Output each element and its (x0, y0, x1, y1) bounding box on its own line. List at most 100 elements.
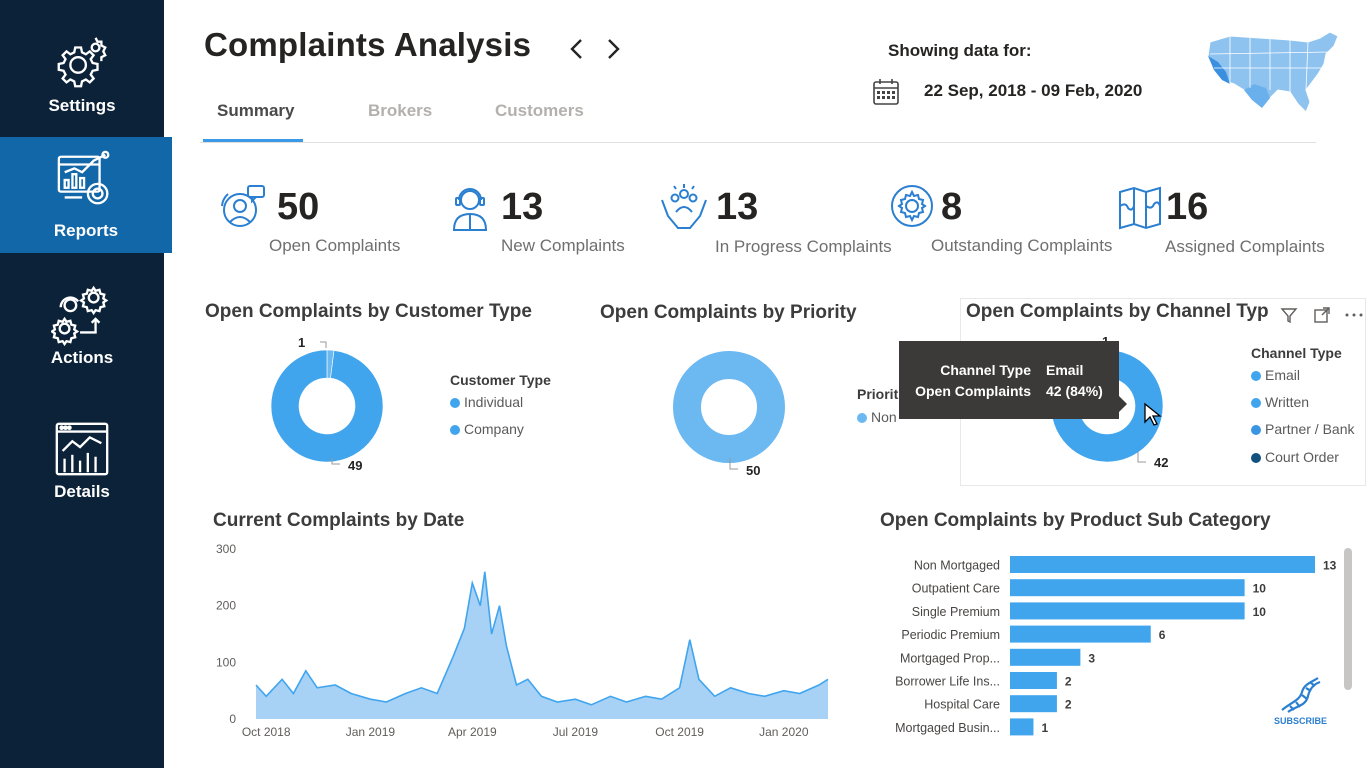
date-range[interactable]: 22 Sep, 2018 - 09 Feb, 2020 (924, 81, 1142, 101)
tooltip-value: 42 (84%) (1046, 383, 1103, 399)
legend-item-email[interactable]: Email (1251, 367, 1300, 383)
bar (1010, 672, 1057, 689)
legend-dot (1251, 371, 1261, 381)
bar-value-label: 2 (1065, 675, 1072, 689)
team-hands-icon (658, 182, 710, 234)
legend-title-priority: Priorit (857, 386, 899, 402)
x-tick-label: Apr 2019 (448, 725, 497, 739)
legend-item-court-order[interactable]: Court Order (1251, 449, 1339, 465)
bar-value-label: 6 (1159, 628, 1166, 642)
legend-label: Email (1265, 367, 1300, 383)
donut-value-non-urgent: 50 (746, 463, 760, 478)
kpi-new-complaints-label: New Complaints (501, 236, 625, 256)
donut-value-email: 42 (1154, 455, 1168, 470)
bar-category-label: Mortgaged Busin... (895, 721, 1000, 735)
nav-item-settings[interactable]: Settings (0, 24, 164, 136)
tab-summary[interactable]: Summary (217, 101, 294, 121)
kpi-outstanding-value: 8 (941, 186, 962, 229)
legend-label: Company (464, 421, 524, 437)
bar-value-label: 10 (1253, 582, 1267, 596)
legend-item-individual[interactable]: Individual (450, 394, 523, 410)
nav-label-details: Details (0, 482, 164, 502)
dna-icon[interactable] (1278, 676, 1322, 714)
bar (1010, 649, 1080, 666)
area-chart-complaints-by-date[interactable]: 0 100 200 300 Oct 2018 Jan 2019 Apr 2019 Jul 20… (200, 535, 840, 745)
more-options-icon[interactable] (1344, 305, 1364, 325)
kpi-assigned-value: 16 (1166, 186, 1208, 229)
kpi-new-complaints-value: 13 (501, 186, 543, 229)
legend-item-written[interactable]: Written (1251, 394, 1309, 410)
y-tick-label: 0 (229, 712, 236, 726)
bar-chart-product-sub-category[interactable]: Non Mortgaged 13 Outpatient Care 10 Single P… (860, 548, 1340, 744)
donut-slice (271, 350, 383, 462)
chart-title-customer-type: Open Complaints by Customer Type (205, 301, 532, 323)
bar (1010, 556, 1315, 573)
legend-label: Written (1265, 394, 1309, 410)
legend-item-partner-bank[interactable]: Partner / Bank (1251, 421, 1355, 437)
donut-customer-type[interactable]: 1 49 (260, 330, 430, 480)
nav-item-details[interactable]: Details (0, 410, 164, 522)
focus-mode-icon[interactable] (1312, 305, 1332, 325)
donut-value-company: 1 (298, 335, 305, 350)
nav-item-actions[interactable]: Actions (0, 276, 164, 388)
kpi-open-complaints-value: 50 (277, 186, 319, 229)
bar-value-label: 10 (1253, 605, 1267, 619)
scrollbar[interactable] (1344, 548, 1352, 690)
forward-arrow-button[interactable] (602, 36, 624, 62)
subscribe-label[interactable]: SUBSCRIBE (1274, 716, 1327, 726)
chart-title-date: Current Complaints by Date (213, 510, 464, 532)
bar-category-label: Borrower Life Ins... (895, 675, 1000, 689)
back-arrow-button[interactable] (566, 36, 588, 62)
nav-label-actions: Actions (0, 348, 164, 368)
bar-value-label: 13 (1323, 559, 1337, 573)
legend-dot (1251, 453, 1261, 463)
kpi-open-complaints-label: Open Complaints (269, 236, 400, 256)
donut-label-email: 42 (1138, 452, 1168, 470)
bar-value-label: 1 (1041, 721, 1048, 735)
legend-label: Partner / Bank (1265, 421, 1355, 437)
legend-item-non-urgent[interactable]: Non Urgent (857, 409, 899, 425)
donut-value-individual: 49 (348, 458, 362, 473)
tooltip: Channel Type Email Open Complaints 42 (8… (899, 341, 1119, 419)
calendar-icon[interactable] (872, 78, 900, 106)
page-title: Complaints Analysis (204, 26, 531, 64)
us-map-icon[interactable] (1200, 28, 1346, 120)
legend-item-company[interactable]: Company (450, 421, 524, 437)
kpi-outstanding-label: Outstanding Complaints (931, 236, 1112, 256)
nav-label-settings: Settings (0, 96, 164, 116)
donut-priority[interactable]: 50 (660, 338, 790, 480)
tooltip-pointer (1119, 396, 1129, 412)
legend-dot (857, 413, 867, 423)
donut-label-company: 1 (298, 335, 326, 350)
report-chart-icon (55, 149, 117, 211)
puzzle-map-icon (1114, 182, 1166, 234)
y-tick-label: 300 (216, 542, 236, 556)
kpi-in-progress-label: In Progress Complaints (715, 237, 892, 257)
gear-circle-icon (886, 182, 938, 234)
chart-title-priority: Open Complaints by Priority (600, 302, 857, 324)
y-tick-label: 100 (216, 655, 236, 669)
tab-divider (200, 142, 1316, 143)
x-tick-label: Jul 2019 (553, 725, 599, 739)
legend-label: Court Order (1265, 449, 1339, 465)
bar (1010, 626, 1151, 643)
bar (1010, 695, 1057, 712)
bar-category-label: Single Premium (912, 605, 1000, 619)
tab-brokers[interactable]: Brokers (368, 101, 432, 121)
nav-item-reports[interactable]: Reports (0, 137, 172, 253)
chart-title-channel-type: Open Complaints by Channel Typ (966, 301, 1276, 323)
tab-customers[interactable]: Customers (495, 101, 584, 121)
legend-title-channel-type: Channel Type (1251, 345, 1342, 361)
legend-label: Non Urgent (871, 409, 899, 425)
legend-dot (450, 398, 460, 408)
sidebar: Settings Reports (0, 0, 164, 768)
gear-icon (51, 32, 113, 94)
x-tick-label: Jan 2020 (759, 725, 809, 739)
filter-icon[interactable] (1279, 305, 1299, 325)
bar-category-label: Outpatient Care (912, 582, 1000, 596)
series-line (256, 572, 828, 705)
bar-category-label: Periodic Premium (901, 628, 1000, 642)
bar-category-label: Non Mortgaged (914, 559, 1000, 573)
tooltip-key: Open Complaints (915, 383, 1031, 399)
x-tick-label: Oct 2018 (242, 725, 291, 739)
